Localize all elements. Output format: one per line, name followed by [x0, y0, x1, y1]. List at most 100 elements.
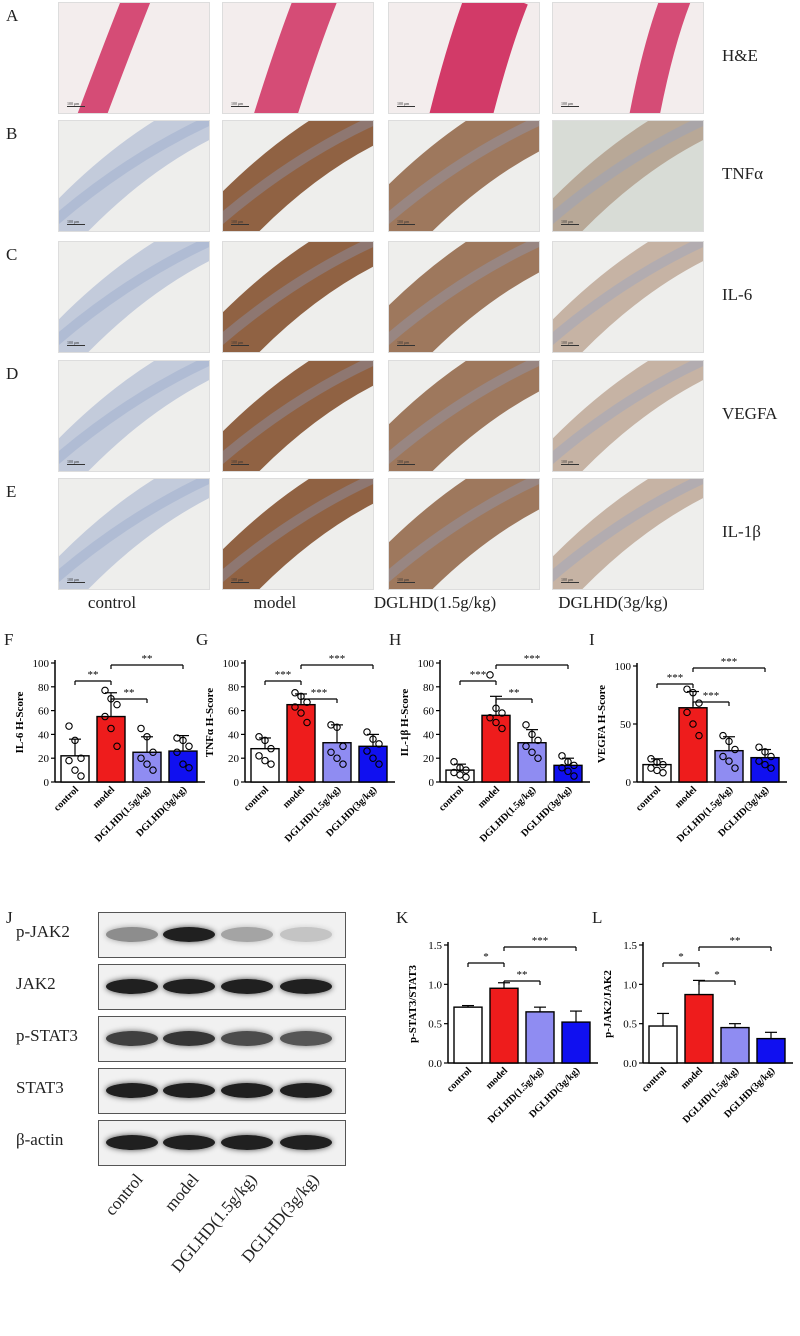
- bar-model: [684, 993, 714, 1064]
- data-point: [767, 752, 775, 761]
- data-point: [689, 720, 697, 728]
- significance-label: **: [517, 969, 528, 981]
- micrograph-tnf-3: 100 μm: [552, 120, 704, 232]
- data-point: [522, 742, 530, 751]
- data-point: [375, 740, 383, 748]
- data-point: [267, 760, 275, 768]
- data-point: [255, 752, 263, 760]
- y-tick-label: 60: [228, 706, 240, 718]
- scale-bar: 100 μm: [561, 459, 579, 465]
- data-point: [522, 721, 530, 729]
- scale-bar: 100 μm: [397, 459, 415, 465]
- bar-model: [678, 707, 708, 783]
- y-tick-label: 60: [38, 706, 50, 718]
- bar-dglhd15gkg: [714, 749, 744, 783]
- blot-label: β-actin: [16, 1130, 64, 1149]
- blot-strip: [98, 964, 346, 1010]
- micrograph-il1-1: 100 μm: [222, 478, 374, 590]
- scale-bar: 100 μm: [231, 219, 249, 225]
- data-point: [261, 756, 269, 765]
- data-point: [450, 758, 458, 766]
- data-point: [570, 761, 578, 770]
- bar-model: [489, 987, 519, 1064]
- significance-label: ***: [721, 656, 738, 668]
- x-tick-label: model: [91, 784, 117, 810]
- y-tick-label: 0.5: [428, 1019, 442, 1031]
- data-point: [659, 768, 667, 777]
- data-point: [731, 745, 739, 754]
- bar-dglhd3gkg: [168, 750, 198, 783]
- data-point: [570, 772, 578, 780]
- blot-band: [280, 927, 332, 942]
- micrograph-il6-1: 100 μm: [222, 241, 374, 353]
- bar-control: [250, 747, 280, 783]
- y-tick-label: 0: [234, 777, 240, 789]
- x-tick-label: control: [242, 784, 271, 813]
- data-point: [528, 748, 536, 756]
- micrograph-he-1: 100 μm: [222, 2, 374, 114]
- y-tick-label: 60: [423, 706, 435, 718]
- significance-label: **: [730, 935, 741, 947]
- blot-band: [163, 1135, 215, 1150]
- stain-label: VEGFA: [722, 404, 778, 423]
- y-tick-label: 0: [44, 777, 50, 789]
- scale-bar: 100 μm: [67, 459, 85, 465]
- significance-label: *: [678, 951, 684, 963]
- panel-letter-c: C: [6, 245, 18, 264]
- micrograph-il6-2: 100 μm: [388, 241, 540, 353]
- y-axis-label: p-JAK2/JAK2: [602, 970, 614, 1038]
- micrograph-vegfa-2: 100 μm: [388, 360, 540, 472]
- x-tick-label: control: [640, 1065, 669, 1094]
- data-point: [291, 688, 299, 697]
- data-point: [137, 724, 145, 733]
- data-point: [564, 758, 572, 766]
- data-point: [492, 704, 500, 712]
- y-tick-label: 40: [423, 729, 435, 741]
- data-point: [297, 709, 305, 717]
- data-point: [149, 748, 157, 756]
- data-point: [261, 736, 269, 745]
- y-tick-label: 80: [228, 682, 240, 694]
- data-point: [725, 737, 733, 746]
- micrograph-he-2: 100 μm: [388, 2, 540, 114]
- bar-model: [96, 715, 126, 783]
- stain-label: H&E: [722, 46, 758, 65]
- micrograph-tnf-2: 100 μm: [388, 120, 540, 232]
- significance-label: *: [483, 951, 489, 963]
- y-tick-label: 0.5: [623, 1019, 637, 1031]
- y-tick-label: 20: [423, 753, 435, 765]
- significance-label: **: [88, 669, 99, 681]
- significance-label: ***: [532, 935, 549, 947]
- data-point: [143, 760, 151, 768]
- blot-strip: [98, 912, 346, 958]
- group-label: model: [253, 593, 297, 612]
- bar-dglhd3gkg: [561, 1021, 591, 1064]
- x-tick-label: model: [476, 784, 502, 810]
- panel-letter-e: E: [6, 482, 17, 501]
- data-point: [113, 742, 121, 751]
- y-tick-label: 0.0: [428, 1058, 442, 1070]
- blot-band: [106, 1135, 158, 1150]
- blot-band: [163, 927, 215, 942]
- panel-letter-a: A: [6, 6, 19, 25]
- data-point: [719, 731, 727, 740]
- data-point: [101, 686, 109, 695]
- data-point: [761, 748, 769, 756]
- group-label: DGLHD(1.5g/kg): [373, 593, 497, 612]
- blot-strip: [98, 1016, 346, 1062]
- data-point: [534, 736, 542, 745]
- blot-band: [106, 1031, 158, 1046]
- blot-label: p-JAK2: [16, 922, 70, 941]
- x-tick-label: control: [52, 784, 81, 813]
- blot-band: [280, 1135, 332, 1150]
- data-point: [363, 747, 371, 755]
- data-point: [363, 728, 371, 736]
- panel-letter-b: B: [6, 124, 18, 143]
- panel-letter-j: J: [6, 908, 13, 927]
- x-tick-label: model: [679, 1065, 705, 1091]
- data-point: [71, 736, 79, 745]
- data-point: [683, 708, 691, 717]
- data-point: [558, 763, 566, 772]
- blot-band: [221, 1031, 273, 1046]
